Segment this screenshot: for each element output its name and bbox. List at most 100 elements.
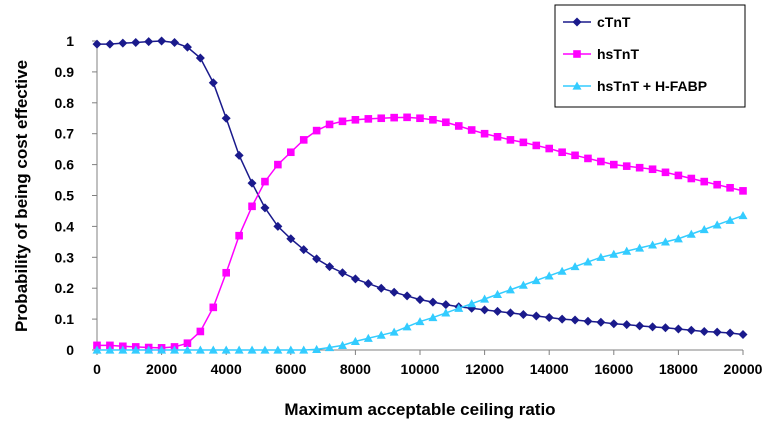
data-point-hstnt bbox=[480, 129, 489, 138]
data-point-hstnt-h-fabp bbox=[467, 299, 477, 308]
data-point-hstnt-h-fabp bbox=[131, 345, 141, 354]
data-point-hstnt bbox=[635, 163, 644, 172]
x-ticks: 0 2000 4000 6000 8000 10000 12000 14000 16000 180… bbox=[93, 350, 763, 377]
data-point-ctnt bbox=[428, 297, 438, 307]
data-point-hstnt-h-fabp bbox=[686, 229, 696, 238]
data-point-ctnt bbox=[208, 78, 218, 88]
data-point-ctnt bbox=[596, 317, 606, 327]
data-point-hstnt bbox=[183, 339, 192, 348]
data-point-hstnt-h-fabp bbox=[299, 345, 309, 354]
data-point-hstnt bbox=[687, 174, 696, 183]
data-point-hstnt-h-fabp bbox=[712, 220, 722, 229]
data-point-hstnt bbox=[287, 148, 295, 157]
y-tick-label: 0.2 bbox=[55, 280, 75, 296]
data-point-hstnt-h-fabp bbox=[247, 345, 257, 354]
data-point-hstnt bbox=[235, 231, 243, 240]
data-point-hstnt-h-fabp bbox=[699, 224, 709, 234]
data-point-hstnt bbox=[493, 132, 502, 141]
data-point-hstnt-h-fabp bbox=[505, 285, 515, 294]
legend-marker-hstnt bbox=[573, 50, 581, 58]
data-point-hstnt bbox=[274, 160, 282, 169]
data-point-hstnt-h-fabp bbox=[92, 345, 102, 354]
data-point-hstnt bbox=[106, 341, 114, 350]
data-point-ctnt bbox=[273, 221, 283, 231]
data-point-hstnt bbox=[222, 268, 230, 277]
data-point-hstnt-h-fabp bbox=[325, 343, 335, 352]
data-point-hstnt-h-fabp bbox=[363, 333, 373, 342]
data-point-ctnt bbox=[402, 291, 412, 301]
data-point-hstnt-h-fabp bbox=[428, 313, 438, 322]
data-point-hstnt-h-fabp bbox=[182, 345, 192, 354]
series-layer bbox=[92, 36, 748, 354]
data-point-hstnt-h-fabp bbox=[454, 303, 464, 312]
data-point-ctnt bbox=[92, 39, 102, 49]
data-point-hstnt bbox=[93, 341, 101, 350]
legend-entry-ctnt: cTnT bbox=[563, 14, 631, 30]
data-point-hstnt-h-fabp bbox=[402, 322, 412, 331]
legend-marker-ctnt bbox=[572, 17, 582, 27]
data-point-hstnt-h-fabp bbox=[583, 257, 593, 266]
data-point-hstnt-h-fabp bbox=[105, 345, 115, 354]
data-point-ctnt bbox=[312, 254, 322, 264]
data-point-hstnt-h-fabp bbox=[660, 237, 670, 246]
data-point-hstnt-h-fabp bbox=[609, 249, 619, 258]
data-point-ctnt bbox=[299, 245, 309, 255]
data-point-hstnt bbox=[299, 136, 308, 144]
data-point-hstnt bbox=[390, 113, 398, 122]
legend-marker-hstnt-h-fabp bbox=[572, 81, 582, 90]
data-point-ctnt bbox=[544, 313, 554, 323]
data-point-hstnt-h-fabp bbox=[170, 345, 180, 354]
data-point-hstnt bbox=[429, 115, 437, 124]
y-tick-label: 0.9 bbox=[55, 64, 75, 80]
data-point-hstnt-h-fabp bbox=[312, 344, 322, 353]
data-point-ctnt bbox=[518, 309, 528, 319]
data-point-ctnt bbox=[570, 315, 580, 325]
data-point-ctnt bbox=[105, 39, 115, 49]
data-point-hstnt bbox=[403, 113, 411, 122]
y-axis-title: Probability of being cost effective bbox=[12, 60, 31, 332]
x-tick-label: 4000 bbox=[211, 361, 242, 377]
data-point-ctnt bbox=[609, 319, 619, 329]
data-point-hstnt bbox=[325, 120, 334, 129]
data-point-ctnt bbox=[118, 38, 128, 48]
data-point-ctnt bbox=[286, 234, 296, 244]
data-point-hstnt-h-fabp bbox=[518, 280, 528, 289]
series-hstnt-h-fabp bbox=[92, 211, 748, 354]
data-point-hstnt-h-fabp bbox=[234, 345, 244, 354]
data-point-hstnt-h-fabp bbox=[144, 345, 154, 354]
data-point-ctnt bbox=[725, 328, 735, 338]
data-point-hstnt bbox=[532, 141, 541, 150]
data-point-hstnt-h-fabp bbox=[493, 289, 503, 298]
data-point-ctnt bbox=[622, 320, 632, 330]
data-point-ctnt bbox=[673, 324, 683, 334]
data-point-hstnt bbox=[700, 177, 709, 186]
data-point-hstnt bbox=[377, 114, 386, 123]
data-point-hstnt bbox=[209, 303, 218, 312]
data-point-ctnt bbox=[583, 316, 593, 326]
data-point-ctnt bbox=[493, 306, 503, 316]
x-tick-label: 2000 bbox=[146, 361, 177, 377]
data-point-hstnt-h-fabp bbox=[544, 271, 554, 280]
data-point-ctnt bbox=[376, 283, 386, 293]
data-point-hstnt bbox=[648, 165, 657, 174]
data-point-hstnt bbox=[364, 115, 373, 123]
data-point-ctnt bbox=[234, 150, 244, 160]
data-point-hstnt-h-fabp bbox=[273, 345, 283, 354]
data-point-ctnt bbox=[557, 314, 567, 324]
y-tick-label: 0.8 bbox=[55, 95, 75, 111]
x-axis-title: Maximum acceptable ceiling ratio bbox=[284, 400, 555, 419]
data-point-hstnt-h-fabp bbox=[673, 234, 683, 243]
data-point-hstnt-h-fabp bbox=[738, 211, 748, 220]
y-tick-label: 0.4 bbox=[55, 218, 75, 234]
data-point-ctnt bbox=[260, 203, 270, 213]
data-point-hstnt-h-fabp bbox=[195, 345, 205, 354]
data-point-hstnt-h-fabp bbox=[157, 345, 167, 354]
data-point-hstnt-h-fabp bbox=[441, 308, 451, 317]
data-point-hstnt bbox=[338, 117, 347, 126]
y-tick-label: 0.6 bbox=[55, 157, 75, 173]
data-point-ctnt bbox=[144, 37, 154, 47]
x-tick-label: 14000 bbox=[530, 361, 569, 377]
data-point-hstnt bbox=[739, 187, 747, 195]
data-point-hstnt-h-fabp bbox=[531, 275, 541, 285]
data-point-ctnt bbox=[415, 295, 425, 305]
